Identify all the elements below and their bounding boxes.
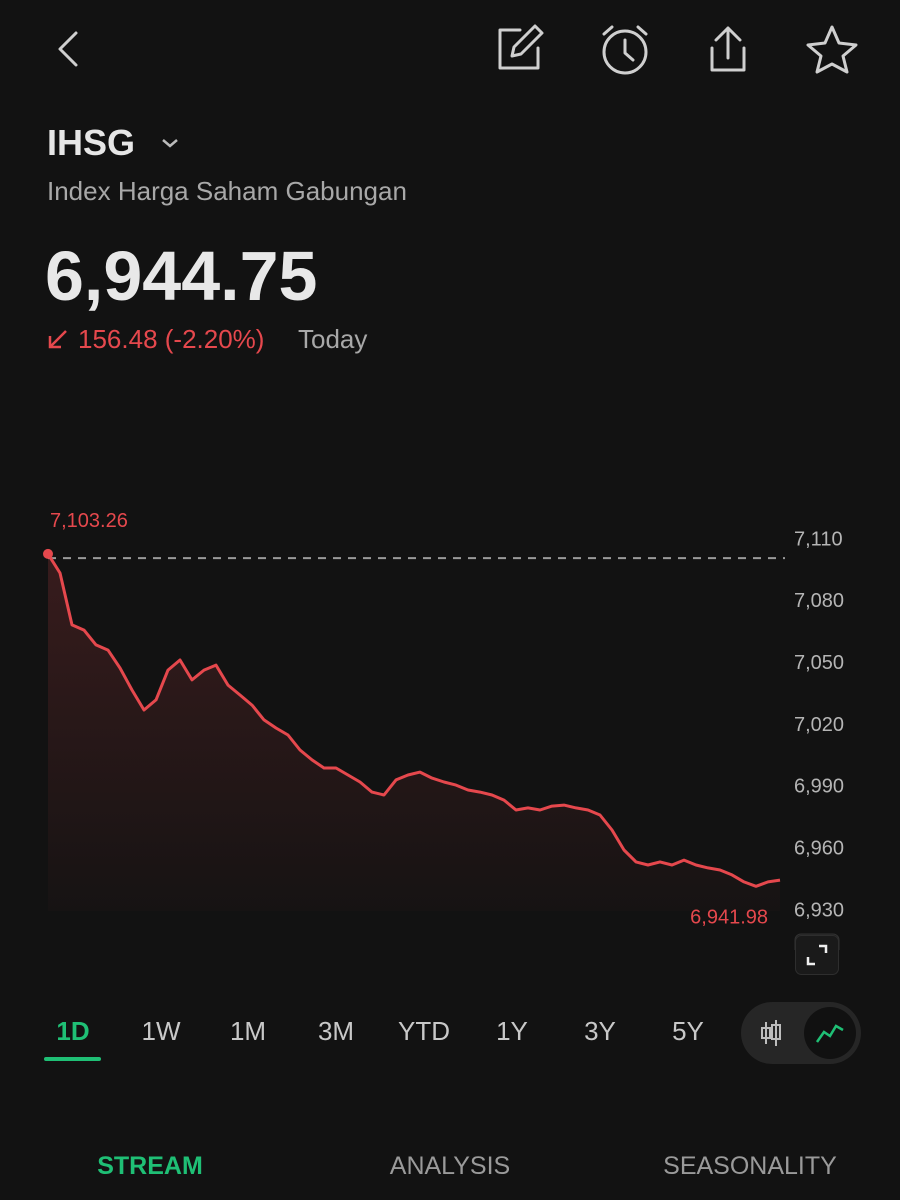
chart-type-toggle	[741, 1002, 861, 1064]
expand-button[interactable]	[795, 935, 839, 975]
range-underline	[44, 1057, 101, 1061]
ticker[interactable]: IHSG	[47, 122, 136, 163]
favorite-button[interactable]	[806, 25, 858, 74]
edit-button[interactable]	[498, 24, 544, 70]
alarm-button[interactable]	[602, 25, 648, 75]
range-button[interactable]: 1Y	[496, 1016, 528, 1046]
range-button[interactable]: 3Y	[584, 1016, 616, 1046]
price: 6,944.75	[45, 237, 318, 315]
price-change: 156.48 (-2.20%)	[78, 324, 265, 354]
index-name: Index Harga Saham Gabungan	[47, 176, 407, 206]
tab[interactable]: ANALYSIS	[389, 1152, 511, 1180]
candlestick-button[interactable]	[761, 1020, 781, 1046]
area	[48, 553, 780, 911]
range-button[interactable]: 3M	[317, 1016, 355, 1046]
value-label: 6,941.98	[690, 907, 768, 929]
line-button[interactable]	[804, 1007, 856, 1059]
value-label: 7,103.26	[50, 510, 128, 532]
share-button[interactable]	[710, 26, 746, 72]
y-tick-label: 6,960	[794, 837, 844, 859]
y-tick-label: 6,930	[794, 899, 844, 921]
dropdown-icon	[162, 139, 178, 148]
y-tick-label: 7,080	[794, 590, 844, 612]
back-button[interactable]	[58, 31, 78, 67]
range-button[interactable]: 1M	[229, 1016, 267, 1046]
chart-type-icons	[761, 1007, 856, 1059]
y-tick-label: 7,020	[794, 714, 844, 736]
start-point	[43, 548, 53, 559]
range-button[interactable]: 5Y	[672, 1016, 704, 1046]
tab[interactable]: STREAM	[97, 1152, 203, 1180]
price-line	[46, 553, 781, 888]
range-button[interactable]: 1D	[56, 1016, 90, 1046]
range-button[interactable]: YTD	[398, 1016, 450, 1046]
tab[interactable]: SEASONALITY	[663, 1152, 837, 1180]
down-arrow-icon	[48, 330, 67, 349]
y-tick-label: 6,990	[794, 776, 844, 798]
price-chart: 7,110 7,080 7,050 7,020 6,990 6,960 6,930 7,103…	[43, 510, 844, 950]
range-button[interactable]: 1W	[141, 1016, 181, 1046]
y-tick-label: 7,110	[794, 528, 843, 550]
change-period: Today	[298, 324, 368, 354]
y-tick-label: 7,050	[794, 652, 844, 674]
toolbar	[58, 24, 858, 75]
